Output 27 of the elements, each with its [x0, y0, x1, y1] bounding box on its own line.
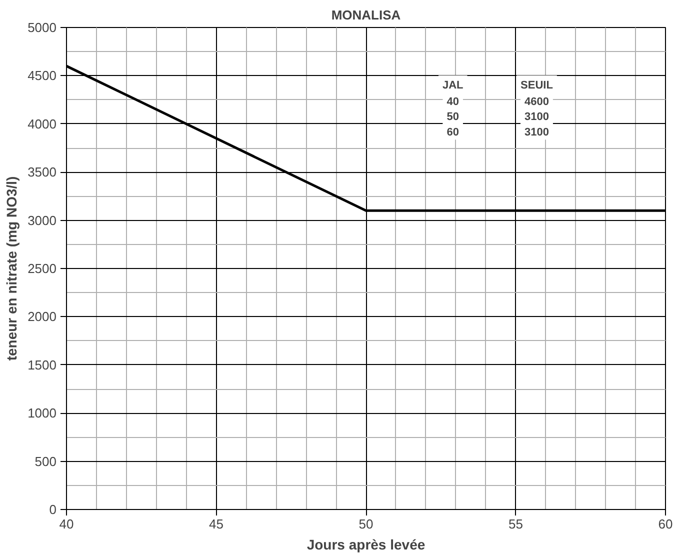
y-tick-label: 3500 — [28, 164, 56, 180]
x-tick-label: 55 — [508, 516, 523, 532]
x-axis-title: Jours après levée — [306, 536, 426, 552]
annotation: 50 — [446, 111, 459, 124]
annotation: 40 — [446, 96, 459, 108]
y-tick-label: 2500 — [28, 261, 56, 276]
annotation: 3100 — [524, 111, 549, 124]
y-tick-label: 1000 — [28, 406, 56, 421]
y-tick-label: 0 — [49, 502, 57, 517]
y-tick-label: 4500 — [28, 68, 56, 84]
annotation: 4600 — [524, 96, 549, 108]
annotation: 3100 — [524, 126, 549, 139]
y-tick-label: 4000 — [28, 116, 56, 132]
x-tick-label: 50 — [358, 516, 374, 532]
x-tick-label: 45 — [209, 516, 224, 532]
y-axis-title: teneur en nitrate (mg NO3/l) — [4, 176, 20, 361]
x-tick-label: 40 — [59, 516, 74, 532]
x-tick-label: 60 — [658, 516, 673, 532]
y-tick-label: 1500 — [28, 357, 56, 372]
annotation: 60 — [446, 126, 459, 139]
chart-title: MONALISA — [331, 8, 402, 22]
y-tick-label: 5000 — [28, 20, 56, 35]
y-tick-label: 2000 — [28, 309, 56, 324]
annotation: JAL — [442, 79, 464, 92]
annotation: SEUIL — [520, 79, 554, 92]
y-tick-label: 500 — [34, 454, 57, 469]
y-tick-label: 3000 — [28, 212, 56, 228]
